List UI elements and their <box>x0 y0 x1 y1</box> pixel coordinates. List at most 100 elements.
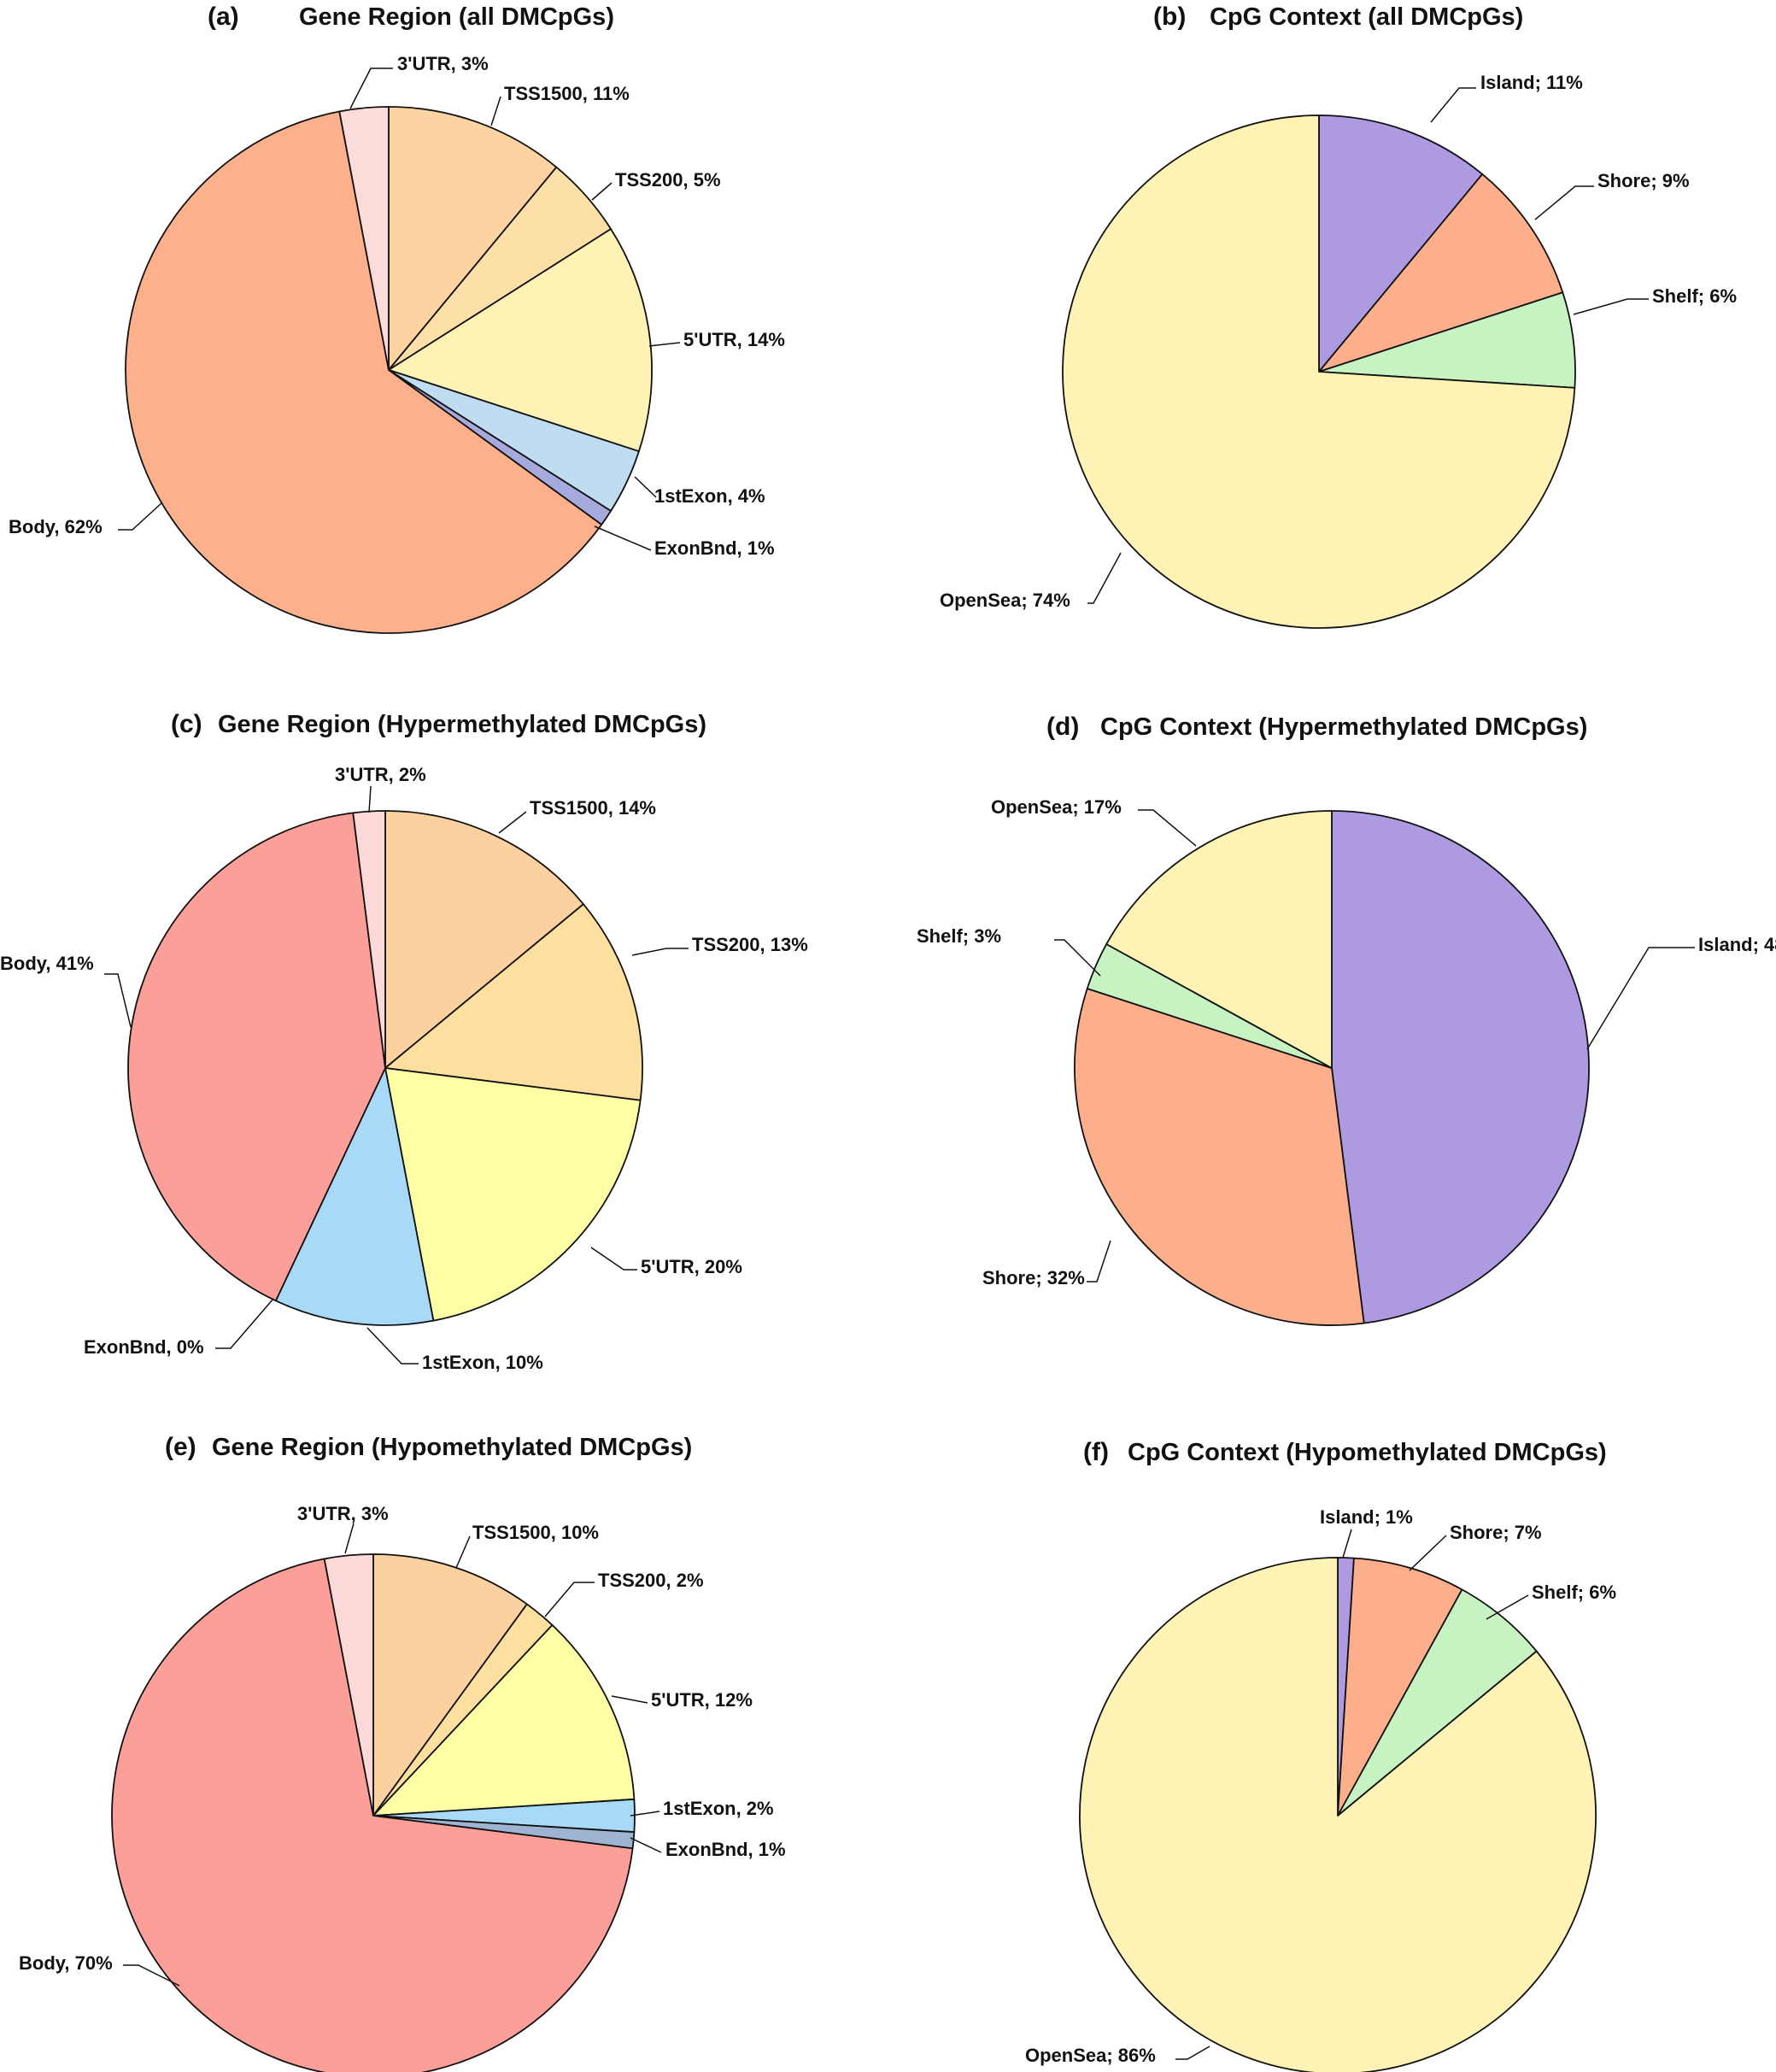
panel-e-letter: (e) <box>165 1433 196 1461</box>
panel-c-pie <box>127 810 643 1326</box>
panel-a-leader-tss1500 <box>490 96 501 126</box>
pie-slice-tss200 <box>384 903 643 1101</box>
panel-d-title: CpG Context (Hypermethylated DMCpGs) <box>1100 713 1587 741</box>
panel-c-label-1stexon: 1stExon, 10% <box>422 1352 543 1373</box>
panel-d-leader-opensea <box>1138 809 1197 847</box>
panel-b-title: CpG Context (all DMCpGs) <box>1210 3 1523 31</box>
pie-slice-shore <box>1074 988 1365 1326</box>
panel-b-leader-shelf <box>1573 298 1649 315</box>
panel-f: (f) CpG Context (Hypomethylated DMCpGs) … <box>1025 1438 1616 2072</box>
panel-b-leader-opensea <box>1087 552 1122 604</box>
panel-a-label-5utr: 5'UTR, 14% <box>683 329 785 350</box>
panel-c-leader-exonbnd <box>215 1298 274 1349</box>
pie-slice-body <box>125 110 603 634</box>
panel-d-leader-shelf <box>1054 939 1101 977</box>
panel-a: (a) Gene Region (all DMCpGs) 3'UTR, 3% T… <box>9 3 785 634</box>
panel-c-label-tss1500: TSS1500, 14% <box>530 797 656 819</box>
panel-c-leader-3utr <box>368 785 372 813</box>
pie-slice-3-utr <box>338 106 390 371</box>
panel-c-label-5utr: 5'UTR, 20% <box>641 1256 742 1277</box>
panel-c-leader-5utr <box>590 1247 637 1271</box>
panel-e-label-tss1500: TSS1500, 10% <box>472 1522 599 1543</box>
pie-slice-tss1500 <box>372 1553 528 1817</box>
pie-slice-3-utr <box>323 1553 374 1817</box>
panel-f-label-island: Island; 1% <box>1320 1506 1413 1528</box>
panel-e-leader-1stexon <box>630 1811 660 1817</box>
panel-a-label-3utr: 3'UTR, 3% <box>397 53 489 74</box>
panel-d-label-island: Island; 48% <box>1698 934 1776 955</box>
panel-f-label-shelf: Shelf; 6% <box>1532 1582 1616 1603</box>
pie-slice-island <box>1331 810 1590 1324</box>
pie-slice-body <box>127 812 386 1302</box>
pie-slice-shore <box>1318 173 1564 373</box>
panel-e-label-3utr: 3'UTR, 3% <box>297 1503 389 1524</box>
panel-c-leader-body <box>104 973 132 1028</box>
panel-f-leader-opensea <box>1175 2046 1210 2060</box>
panel-c-label-body: Body, 41% <box>0 953 94 974</box>
panel-a-letter: (a) <box>208 3 239 31</box>
panel-e-label-1stexon: 1stExon, 2% <box>663 1798 774 1819</box>
panel-e-label-5utr: 5'UTR, 12% <box>651 1689 753 1711</box>
panel-a-leader-exonbnd <box>594 525 652 551</box>
panel-a-label-tss200: TSS200, 5% <box>615 169 721 191</box>
panel-d: (d) CpG Context (Hypermethylated DMCpGs)… <box>917 713 1776 1326</box>
panel-f-title: CpG Context (Hypomethylated DMCpGs) <box>1128 1439 1607 1466</box>
panel-c-label-3utr: 3'UTR, 2% <box>335 764 426 785</box>
panel-b-label-shore: Shore; 9% <box>1597 170 1690 191</box>
panel-a-label-1stexon: 1stExon, 4% <box>654 485 765 507</box>
panel-d-pie <box>1074 810 1590 1326</box>
panel-f-leader-shelf <box>1486 1594 1529 1620</box>
pie-slice-body <box>111 1558 634 2072</box>
pie-slice-5-utr <box>388 228 653 453</box>
panel-f-letter: (f) <box>1083 1438 1109 1466</box>
panel-c-label-tss200: TSS200, 13% <box>692 934 808 955</box>
panel-e-label-exonbnd: ExonBnd, 1% <box>665 1839 786 1860</box>
pie-slice-tss1500 <box>388 106 558 371</box>
panel-a-label-tss1500: TSS1500, 11% <box>504 83 630 104</box>
panel-c-leader-tss1500 <box>498 811 527 834</box>
panel-d-label-shore: Shore; 32% <box>982 1267 1085 1288</box>
panel-f-label-opensea: OpenSea; 86% <box>1025 2045 1156 2066</box>
panel-a-leader-5utr <box>648 342 681 347</box>
panel-c-title: Gene Region (Hypermethylated DMCpGs) <box>218 711 706 738</box>
panel-c-label-exonbnd: ExonBnd, 0% <box>84 1336 204 1358</box>
panel-e-label-tss200: TSS200, 2% <box>598 1570 704 1591</box>
panel-a-label-body: Body, 62% <box>9 516 103 537</box>
panel-b-pie <box>1062 114 1576 629</box>
panel-a-label-exonbnd: ExonBnd, 1% <box>654 537 775 559</box>
panel-e-leader-tss200 <box>544 1582 595 1617</box>
panel-c-letter: (c) <box>171 710 202 738</box>
panel-f-pie <box>1079 1557 1597 2072</box>
panel-e-leader-body <box>123 1964 180 1987</box>
panel-c: (c) Gene Region (Hypermethylated DMCpGs)… <box>0 710 808 1373</box>
panel-a-leader-3utr <box>349 68 393 109</box>
pie-slice-1stexon <box>274 1067 435 1326</box>
panel-d-label-opensea: OpenSea; 17% <box>991 796 1122 818</box>
panel-a-leader-body <box>118 502 163 531</box>
panel-b-label-shelf: Shelf; 6% <box>1652 285 1737 307</box>
panel-b-leader-island <box>1430 87 1476 123</box>
panel-e-title: Gene Region (Hypomethylated DMCpGs) <box>212 1434 692 1461</box>
panel-e-leader-3utr <box>344 1523 355 1554</box>
pie-slice-5-utr <box>372 1624 636 1817</box>
panel-f-leader-island <box>1342 1529 1352 1558</box>
pie-slice-opensea <box>1062 114 1576 629</box>
panel-e: (e) Gene Region (Hypomethylated DMCpGs) … <box>19 1433 786 2072</box>
panel-b-label-island: Island; 11% <box>1480 72 1583 93</box>
panel-b: (b) CpG Context (all DMCpGs) Island; 11%… <box>940 3 1737 629</box>
pie-slice-opensea <box>1105 810 1333 1069</box>
panel-b-leader-shore <box>1534 185 1594 220</box>
panel-c-leader-1stexon <box>366 1327 419 1365</box>
panel-e-leader-tss1500 <box>455 1535 471 1569</box>
pie-slice-opensea <box>1079 1557 1597 2072</box>
panel-d-leader-shore <box>1087 1240 1111 1283</box>
panel-d-label-shelf: Shelf; 3% <box>917 925 1001 947</box>
panel-c-leader-tss200 <box>631 948 689 956</box>
panel-e-pie <box>111 1553 636 2072</box>
panel-b-letter: (b) <box>1153 3 1186 31</box>
pie-slice-island <box>1318 114 1484 373</box>
panel-f-label-shore: Shore; 7% <box>1450 1522 1542 1543</box>
panel-a-title: Gene Region (all DMCpGs) <box>299 3 614 31</box>
panel-e-label-body: Body, 70% <box>19 1952 113 1974</box>
